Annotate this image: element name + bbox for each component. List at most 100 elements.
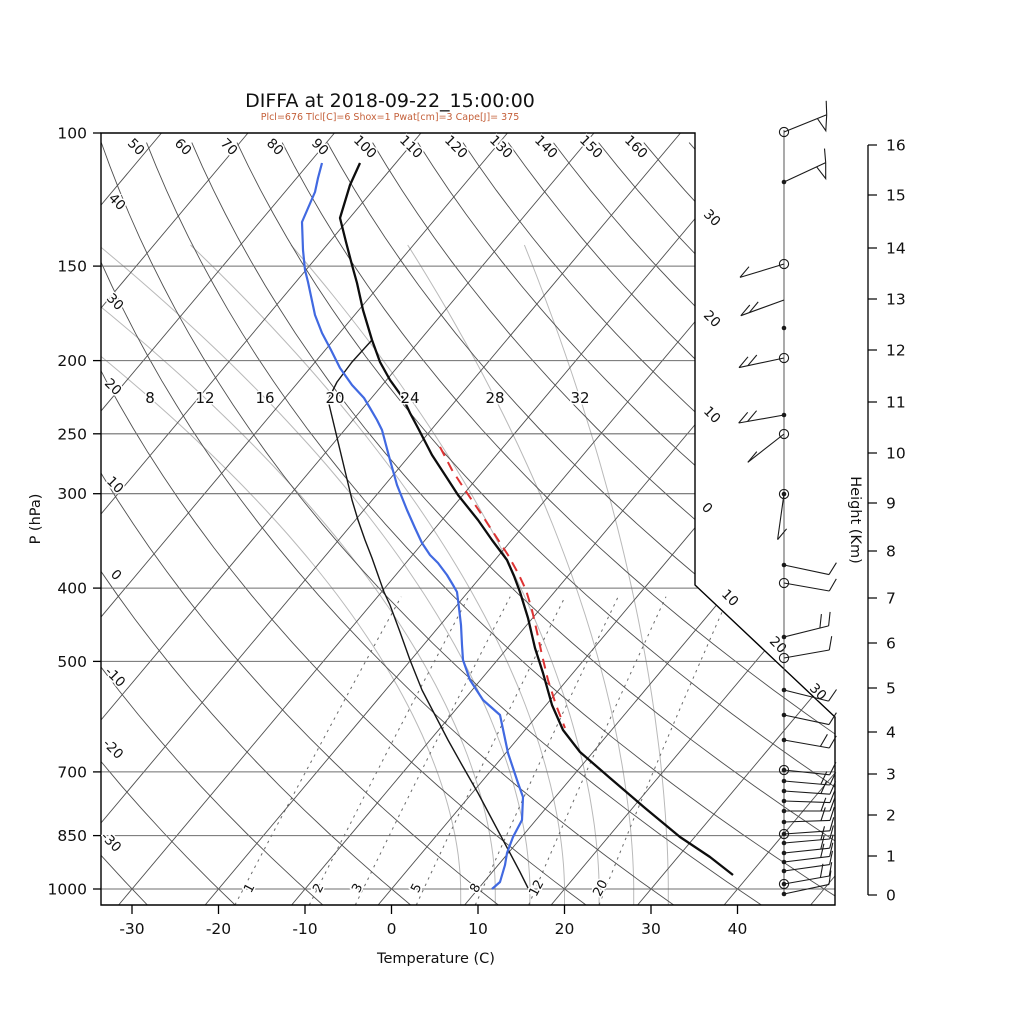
mixing-ratio-line bbox=[354, 596, 511, 905]
barb-tick bbox=[820, 835, 825, 850]
dry-adiabat-line bbox=[281, 142, 835, 905]
isotherm-label-right: 30 bbox=[700, 206, 723, 229]
barb-tick bbox=[748, 301, 759, 314]
barb-tick bbox=[820, 826, 826, 840]
barb-shaft bbox=[783, 800, 831, 804]
dry-adiabat-line bbox=[643, 142, 835, 905]
isotherm-line bbox=[101, 133, 249, 905]
isotherm-label-right: 0 bbox=[698, 499, 715, 516]
dry-adiabat-label-left: 40 bbox=[105, 190, 128, 213]
barb-shaft bbox=[783, 864, 830, 872]
height-tick-label: 12 bbox=[886, 342, 906, 360]
barb-marker-circle bbox=[778, 577, 790, 589]
barb-shaft bbox=[783, 838, 830, 844]
dry-adiabat-line bbox=[101, 142, 674, 905]
dewpoint-curve bbox=[300, 162, 525, 890]
isotherm-line bbox=[101, 133, 422, 905]
x-axis-title: Temperature (C) bbox=[376, 951, 495, 967]
isotherm-line bbox=[377, 133, 835, 905]
barb-shaft bbox=[783, 830, 830, 835]
moist-adiabat bbox=[290, 244, 600, 905]
moist-adiabat bbox=[523, 244, 669, 905]
barb-tick bbox=[747, 354, 758, 367]
dry-adiabat-label-top: 70 bbox=[217, 135, 240, 158]
plot-border bbox=[100, 132, 836, 906]
isotherm-line bbox=[118, 133, 768, 905]
barb-tick bbox=[829, 761, 837, 776]
height-tick-label: 16 bbox=[886, 137, 906, 155]
height-tick-label: 0 bbox=[886, 887, 896, 905]
dry-adiabat-label-top: 60 bbox=[171, 135, 194, 158]
mixing-ratio-label: 1 bbox=[241, 881, 258, 895]
grid-layer bbox=[101, 133, 835, 905]
mixing-ratio-line bbox=[474, 596, 619, 905]
barb-marker-circle bbox=[778, 428, 790, 440]
temperature-tick-label: -10 bbox=[292, 920, 317, 938]
moist-adiabat bbox=[101, 244, 496, 905]
moist-adiabat bbox=[101, 244, 531, 905]
barb-tick bbox=[825, 100, 828, 115]
dry-adiabat-label-left: 30 bbox=[103, 290, 126, 313]
barb-tick bbox=[747, 410, 758, 422]
dry-adiabat-label-top: 80 bbox=[263, 135, 286, 158]
barb-tick bbox=[820, 771, 828, 785]
barb-marker-circle bbox=[778, 488, 790, 500]
barb-marker-circle bbox=[778, 258, 790, 270]
moist-adiabat-label: 28 bbox=[485, 389, 504, 407]
pressure-tick-label: 200 bbox=[57, 352, 87, 370]
height-tick-label: 4 bbox=[886, 724, 896, 742]
mixing-ratio-label: 8 bbox=[467, 881, 484, 895]
moist-adiabat-label: 20 bbox=[325, 389, 344, 407]
temperature-tick-label: -30 bbox=[119, 920, 144, 938]
barb-shaft bbox=[783, 689, 829, 702]
barb-tick bbox=[820, 780, 828, 794]
barb-shaft bbox=[783, 883, 830, 895]
temperature-tick-label: 0 bbox=[387, 920, 397, 938]
height-tick-label: 5 bbox=[886, 680, 896, 698]
barb-shaft bbox=[783, 780, 830, 786]
isotherm-label-right: 10 bbox=[718, 586, 741, 609]
barb-tick bbox=[829, 825, 834, 840]
dry-adiabat-label-left: -20 bbox=[99, 736, 126, 763]
moist-adiabat bbox=[190, 244, 565, 905]
chart-title: DIFFA at 2018-09-22_15:00:00 bbox=[245, 90, 535, 112]
barb-tick bbox=[819, 863, 824, 878]
dry-adiabat-line bbox=[236, 142, 835, 905]
mixing-ratio-label: 3 bbox=[349, 881, 366, 895]
dry-adiabat-label-left: 20 bbox=[101, 375, 124, 398]
moist-adiabat bbox=[407, 244, 635, 905]
pressure-tick-label: 100 bbox=[57, 125, 87, 143]
isotherm-line bbox=[464, 133, 835, 905]
barb-shaft bbox=[783, 582, 830, 592]
pressure-tick-label: 1000 bbox=[48, 880, 87, 898]
dry-adiabat-line bbox=[101, 142, 324, 905]
dry-adiabat-line bbox=[101, 142, 587, 905]
isotherm-line bbox=[723, 133, 835, 905]
barb-tick bbox=[740, 304, 751, 317]
dry-adiabat-line bbox=[327, 142, 835, 905]
barb-tick bbox=[828, 611, 831, 626]
barb-tick bbox=[820, 797, 827, 812]
barb-tick bbox=[829, 797, 836, 812]
temperature-tick-label: 30 bbox=[641, 920, 661, 938]
dry-adiabat-line bbox=[191, 142, 835, 905]
barb-tick bbox=[738, 411, 749, 424]
barb-tick bbox=[738, 356, 749, 368]
pressure-tick-label: 850 bbox=[57, 827, 87, 845]
mixing-ratio-line bbox=[598, 596, 730, 905]
dry-adiabat-label-top: 160 bbox=[621, 132, 651, 162]
wind-barbs bbox=[738, 100, 837, 897]
barb-flag bbox=[816, 114, 828, 133]
height-tick-label: 8 bbox=[886, 543, 896, 561]
isotherm-line bbox=[810, 133, 835, 905]
barb-tick bbox=[820, 807, 826, 821]
pressure-tick-label: 500 bbox=[57, 653, 87, 671]
pressure-tick-label: 300 bbox=[57, 485, 87, 503]
barb-shaft bbox=[739, 263, 785, 278]
barb-shaft bbox=[783, 790, 830, 795]
moist-adiabat-label: 24 bbox=[400, 389, 419, 407]
dry-adiabat-label-top: 140 bbox=[531, 132, 561, 162]
chart-subtitle: Plcl=676 Tlcl[C]=6 Shox=1 Pwat[cm]=3 Cap… bbox=[260, 112, 520, 123]
dry-adiabat-label-top: 50 bbox=[124, 135, 147, 158]
